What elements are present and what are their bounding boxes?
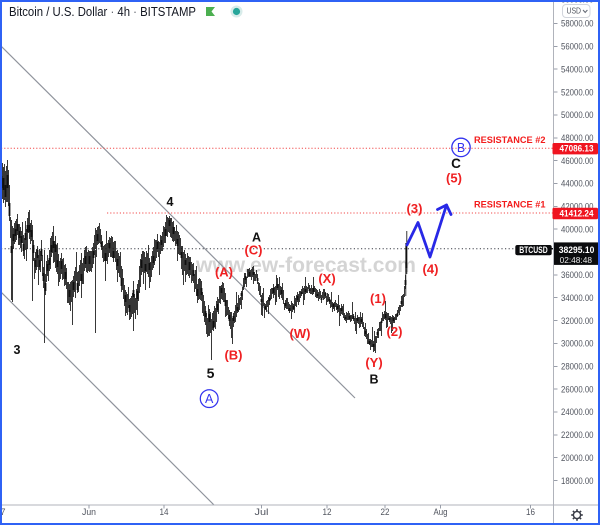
svg-text:(C): (C) [244,243,262,258]
svg-text:22000.00: 22000.00 [561,430,594,440]
svg-text:4: 4 [167,195,174,209]
svg-text:44000.00: 44000.00 [561,179,594,189]
svg-text:(B): (B) [224,348,242,363]
svg-text:42000.00: 42000.00 [561,202,594,212]
svg-text:12: 12 [323,507,332,517]
svg-text:58000.00: 58000.00 [561,19,594,29]
svg-text:(1): (1) [370,291,386,306]
svg-text:(A): (A) [215,265,233,280]
svg-text:A: A [205,392,214,406]
svg-text:(5): (5) [446,171,462,186]
svg-text:C: C [451,156,461,171]
svg-text:52000.00: 52000.00 [561,87,594,97]
svg-text:20000.00: 20000.00 [561,453,594,463]
svg-text:54000.00: 54000.00 [561,64,594,74]
svg-text:BTCUSD: BTCUSD [519,245,548,255]
svg-text:(3): (3) [407,201,423,216]
svg-text:(2): (2) [387,324,403,339]
svg-text:(Y): (Y) [365,355,382,370]
svg-text:RESISTANCE #1: RESISTANCE #1 [474,200,546,210]
svg-text:32000.00: 32000.00 [561,316,594,326]
svg-text:(W): (W) [290,326,311,341]
svg-text:34000.00: 34000.00 [561,293,594,303]
svg-text:56000.00: 56000.00 [561,42,594,52]
svg-text:60000.00: 60000.00 [561,0,594,5]
svg-text:(4): (4) [423,262,439,277]
svg-text:A: A [252,231,261,245]
svg-text:3: 3 [14,343,21,357]
svg-text:www.ew-forecast.com: www.ew-forecast.com [195,253,416,277]
svg-text:48000.00: 48000.00 [561,133,594,143]
svg-text:(X): (X) [318,271,335,286]
svg-text:38295.10: 38295.10 [559,245,595,256]
svg-text:14: 14 [160,507,169,517]
svg-text:USD: USD [567,6,582,16]
svg-text:40000.00: 40000.00 [561,224,594,234]
svg-text:41412.24: 41412.24 [560,208,595,219]
svg-text:Jul: Jul [255,507,269,517]
svg-text:5: 5 [207,365,215,381]
svg-text:Aug: Aug [434,507,448,517]
svg-text:28000.00: 28000.00 [561,362,594,372]
svg-text:Jun: Jun [82,507,96,517]
svg-text:50000.00: 50000.00 [561,110,594,120]
svg-text:30000.00: 30000.00 [561,339,594,349]
svg-text:16: 16 [526,507,535,517]
svg-text:46000.00: 46000.00 [561,156,594,166]
svg-text:22: 22 [381,507,390,517]
svg-text:26000.00: 26000.00 [561,384,594,394]
svg-text:Bitcoin / U.S. Dollar · 4h · B: Bitcoin / U.S. Dollar · 4h · BITSTAMP [9,5,196,19]
svg-text:02:48:48: 02:48:48 [560,255,593,265]
svg-text:24000.00: 24000.00 [561,407,594,417]
svg-text:B: B [369,373,378,387]
svg-text:36000.00: 36000.00 [561,270,594,280]
svg-text:47086.13: 47086.13 [560,144,594,155]
svg-text:18000.00: 18000.00 [561,476,594,486]
svg-text:B: B [457,141,465,155]
svg-text:RESISTANCE #2: RESISTANCE #2 [474,135,546,145]
svg-text:17: 17 [0,507,6,517]
